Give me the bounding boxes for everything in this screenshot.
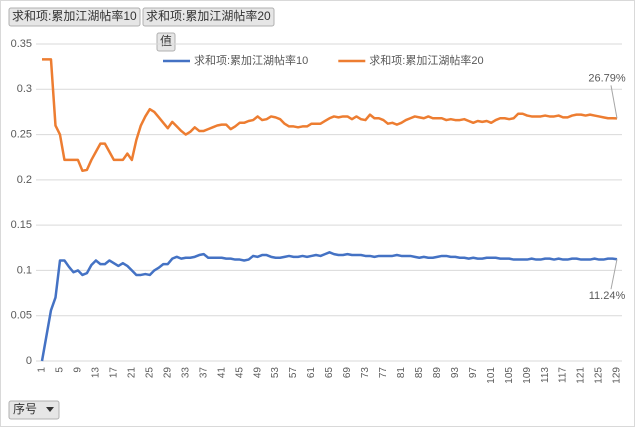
x-tick-label: 93 <box>450 367 461 379</box>
y-tick-label: 0.2 <box>17 174 32 186</box>
x-tick-label: 97 <box>468 367 479 379</box>
leader-line <box>610 85 618 119</box>
field-button[interactable]: 求和项:累加江湖帖率20 <box>142 7 275 27</box>
x-tick-label: 37 <box>198 367 209 379</box>
button-label: 求和项:累加江湖帖率10 <box>12 8 137 23</box>
field-button[interactable]: 求和项:累加江湖帖率10 <box>8 7 141 27</box>
x-tick-label: 53 <box>270 367 281 379</box>
x-tick-label: 117 <box>558 367 569 383</box>
x-tick-label: 21 <box>126 367 137 379</box>
series-line <box>42 58 618 173</box>
data-label: 26.79% <box>588 72 626 84</box>
button-label: 求和项:累加江湖帖率20 <box>146 8 271 23</box>
x-tick-label: 129 <box>612 367 623 384</box>
legend-label: 求和项:累加江湖帖率20 <box>369 53 483 67</box>
x-tick-label: 61 <box>306 367 317 379</box>
x-tick-label: 1 <box>37 367 48 373</box>
y-tick-label: 0.25 <box>11 128 32 140</box>
x-tick-label: 49 <box>252 367 263 379</box>
y-tick-label: 0 <box>26 355 32 367</box>
x-tick-label: 77 <box>378 367 389 379</box>
y-tick-label: 0.15 <box>11 219 32 231</box>
x-tick-label: 105 <box>504 367 515 384</box>
x-tick-label: 89 <box>432 367 443 379</box>
x-tick-label: 85 <box>414 367 425 379</box>
y-tick-label: 0.3 <box>17 83 32 95</box>
x-tick-label: 113 <box>540 367 551 383</box>
x-tick-label: 41 <box>216 367 227 379</box>
x-tick-label: 125 <box>594 367 605 384</box>
x-tick-label: 5 <box>55 367 66 373</box>
leader-line <box>610 259 618 290</box>
series-line <box>40 251 618 362</box>
y-tick-label: 0.35 <box>11 38 32 50</box>
x-tick-label: 73 <box>360 367 371 379</box>
button-label: 值 <box>160 33 172 48</box>
values-button[interactable]: 值 <box>156 32 176 52</box>
x-tick-label: 101 <box>486 367 497 384</box>
x-tick-label: 65 <box>324 367 335 379</box>
x-tick-label: 57 <box>288 367 299 379</box>
data-label: 11.24% <box>589 290 626 302</box>
x-tick-label: 109 <box>522 367 533 384</box>
x-tick-label: 121 <box>576 367 587 384</box>
x-tick-label: 25 <box>144 367 155 379</box>
dropdown-arrow <box>46 407 54 412</box>
x-tick-label: 17 <box>109 367 120 379</box>
x-tick-label: 33 <box>180 367 191 379</box>
legend-label: 求和项:累加江湖帖率10 <box>194 53 308 67</box>
y-tick-label: 0.1 <box>17 264 32 276</box>
x-tick-label: 13 <box>91 367 102 379</box>
x-tick-label: 9 <box>73 367 84 373</box>
x-tick-label: 45 <box>234 367 245 379</box>
x-tick-label: 29 <box>162 367 173 379</box>
x-tick-label: 69 <box>342 367 353 379</box>
y-tick-label: 0.05 <box>11 310 32 322</box>
x-tick-label: 81 <box>396 367 407 379</box>
row-field-button[interactable]: 序号 <box>8 400 60 420</box>
button-label: 序号 <box>13 401 37 416</box>
